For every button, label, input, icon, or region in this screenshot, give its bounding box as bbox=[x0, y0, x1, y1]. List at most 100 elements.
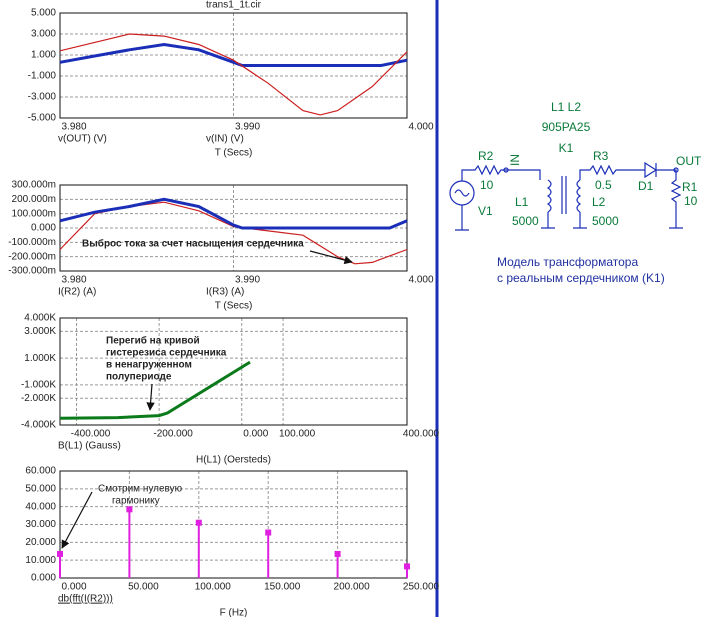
y-tick-label: 1.000K bbox=[24, 353, 56, 364]
schematic: L1 L2 905PA25 K1 R2 10 IN V1 R3 0.5 D1 O… bbox=[449, 100, 702, 285]
x-axis-label: T (Secs) bbox=[215, 148, 253, 159]
label: 5000 bbox=[512, 214, 539, 228]
annotation-arrow bbox=[146, 383, 155, 411]
y-tick-label: -4.000K bbox=[21, 420, 56, 431]
x-tick-label: 3.980 bbox=[61, 275, 86, 286]
y-tick-label: 10.000 bbox=[25, 555, 56, 566]
x-axis-label: F (Hz) bbox=[220, 608, 248, 617]
label: D1 bbox=[638, 179, 654, 193]
plot-frame bbox=[59, 184, 408, 272]
y-tick-label: 4.000K bbox=[24, 313, 56, 324]
y-tick-label: 200.000m bbox=[12, 194, 56, 205]
y-tick-label: 20.000 bbox=[25, 537, 56, 548]
x-tick-label: 0.000 bbox=[243, 429, 268, 440]
ground bbox=[541, 212, 555, 229]
legend-label: I(R2) (A) bbox=[58, 287, 96, 298]
node bbox=[673, 167, 679, 173]
label: R3 bbox=[593, 149, 609, 163]
label: 905PA25 bbox=[542, 120, 591, 134]
stem-marker bbox=[57, 550, 63, 557]
y-tick-label: 0.000 bbox=[31, 573, 56, 584]
y-tick-label: -5.000 bbox=[28, 113, 57, 124]
legend-label: v(OUT) (V) bbox=[58, 134, 107, 145]
x-tick-label: 4.000 bbox=[408, 275, 433, 286]
annotation: Выброс тока за счет насыщения сердечника bbox=[82, 238, 304, 250]
node bbox=[503, 167, 509, 173]
legend-label: I(R3) (A) bbox=[206, 287, 244, 298]
label: IN bbox=[508, 154, 522, 166]
y-tick-label: 3.000 bbox=[31, 29, 56, 40]
x-tick-label: 0.000 bbox=[61, 582, 86, 593]
annotation-arrow bbox=[61, 491, 93, 549]
wire-r3 bbox=[579, 164, 645, 180]
x-axis-label: T (Secs) bbox=[215, 301, 253, 312]
wire-r1 bbox=[656, 169, 683, 229]
x-tick-label: 3.990 bbox=[235, 275, 260, 286]
x-tick-label: 150.000 bbox=[264, 582, 301, 593]
x-tick-label: 400.000 bbox=[403, 429, 440, 440]
y-tick-label: 50.000 bbox=[25, 483, 56, 494]
stem-marker bbox=[404, 563, 410, 570]
annotation: гистерезиса сердечника bbox=[106, 348, 227, 359]
y-tick-label: 5.000 bbox=[31, 8, 56, 19]
series-line bbox=[59, 42, 408, 67]
y-tick-label: -1.000K bbox=[21, 380, 56, 391]
y-tick-label: -300.000m bbox=[8, 266, 56, 277]
label: K1 bbox=[559, 141, 574, 155]
stem-marker bbox=[126, 506, 133, 513]
x-tick-label: -400.000 bbox=[71, 429, 111, 440]
annotation: гармонику bbox=[112, 496, 160, 507]
x-tick-label: 50.000 bbox=[128, 582, 159, 593]
legend-label: v(IN) (V) bbox=[206, 134, 244, 145]
plot-frame bbox=[59, 470, 408, 579]
label: 5000 bbox=[592, 214, 619, 228]
caption: Модель трансформатора bbox=[497, 255, 638, 269]
y-tick-label: 60.000 bbox=[25, 466, 56, 477]
annotation: Смотрим нулевую bbox=[98, 484, 183, 495]
annotation: в ненагруженном bbox=[106, 360, 192, 371]
chart-title: trans1_1t.cir bbox=[206, 0, 262, 11]
y-tick-label: 1.000 bbox=[31, 50, 56, 61]
plot-frame bbox=[59, 317, 408, 426]
label: R2 bbox=[478, 149, 494, 163]
y-tick-label: -200.000m bbox=[8, 251, 56, 262]
y-tick-label: 3.000K bbox=[24, 326, 56, 337]
l1-coil bbox=[546, 179, 552, 213]
caption: с реальным сердечником (K1) bbox=[497, 271, 665, 285]
plot-frame bbox=[59, 12, 408, 119]
x-tick-label: 3.980 bbox=[61, 122, 86, 133]
x-tick-label: -200.000 bbox=[153, 429, 193, 440]
stem-marker bbox=[334, 550, 341, 557]
label: 0.5 bbox=[595, 178, 612, 192]
series-line bbox=[59, 33, 408, 116]
annotation: Перегиб на кривой bbox=[106, 335, 200, 347]
x-tick-label: 100.000 bbox=[195, 582, 232, 593]
ground bbox=[573, 212, 587, 229]
x-tick-label: 200.000 bbox=[334, 582, 371, 593]
y-tick-label: 300.000m bbox=[12, 180, 56, 191]
l2-coil bbox=[576, 179, 582, 213]
label: V1 bbox=[478, 204, 493, 218]
x-tick-label: 3.990 bbox=[235, 122, 260, 133]
series-line bbox=[59, 360, 251, 420]
x-tick-label: 4.000 bbox=[408, 122, 433, 133]
y-tick-label: 30.000 bbox=[25, 519, 56, 530]
stem-marker bbox=[195, 519, 202, 526]
y-tick-label: -100.000m bbox=[8, 237, 56, 248]
label: R1 bbox=[682, 180, 698, 194]
label: L1 bbox=[515, 195, 529, 209]
source-wave bbox=[454, 189, 470, 197]
label: L2 bbox=[592, 195, 606, 209]
y-tick-label: 40.000 bbox=[25, 501, 56, 512]
label: L1 L2 bbox=[551, 100, 581, 114]
legend-label: db(fft(I(R2))) bbox=[58, 594, 113, 605]
legend-label: B(L1) (Gauss) bbox=[58, 441, 121, 452]
series-line bbox=[59, 197, 408, 230]
y-tick-label: -2.000K bbox=[21, 393, 56, 404]
stem-marker bbox=[265, 529, 272, 536]
label: 10 bbox=[480, 178, 494, 192]
label: 10 bbox=[684, 194, 698, 208]
x-tick-label: 100.000 bbox=[279, 429, 316, 440]
